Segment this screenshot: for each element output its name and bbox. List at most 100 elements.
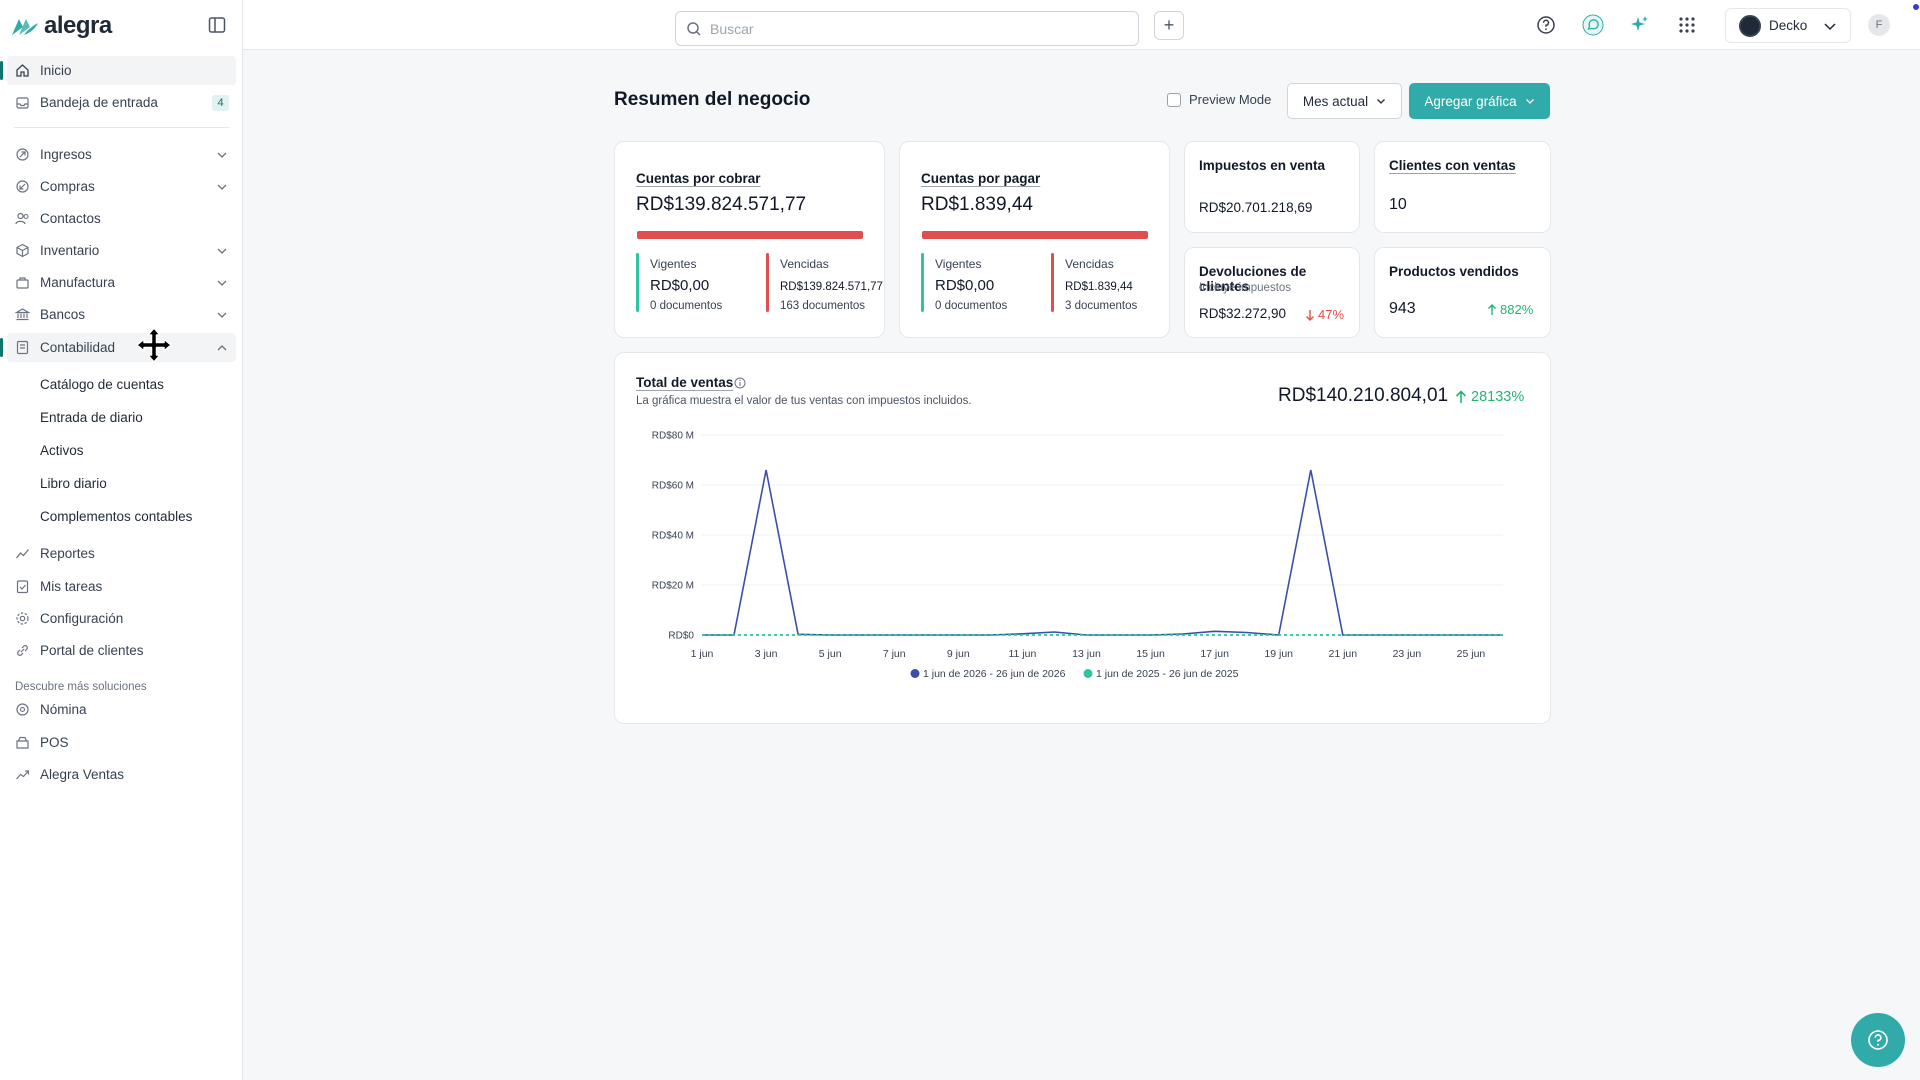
alegra-logo-icon [12,19,38,35]
customer-returns-card[interactable]: Devoluciones de clientes Incluye impuest… [1184,247,1360,338]
card-value: 10 [1389,196,1407,213]
sales-tax-card[interactable]: Impuestos en venta RD$20.701.218,69 [1184,141,1360,233]
brand-name: alegra [44,12,112,39]
submenu-item-catalogo[interactable]: Catálogo de cuentas [40,377,164,392]
card-title[interactable]: Cuentas por cobrar [636,171,761,186]
submenu-item-entrada-diario[interactable]: Entrada de diario [40,410,143,425]
y-tick-label: RD$40 M [652,531,694,542]
vigentes-label: Vigentes [650,257,697,271]
card-title: Devoluciones de clientes [1199,264,1307,294]
alegra-logo[interactable]: alegra [10,12,112,40]
submenu-item-libro-diario[interactable]: Libro diario [40,476,107,491]
add-chart-button[interactable]: Agregar gráfica [1409,83,1550,119]
overdue-progress-bar [637,231,863,239]
legend-marker [910,669,920,678]
customers-with-sales-card[interactable]: Clientes con ventas 10 [1374,141,1551,233]
reports-icon [15,549,29,559]
assistant-chat-icon[interactable] [1582,14,1604,36]
trend-value: 882% [1500,302,1534,317]
submenu-item-complementos[interactable]: Complementos contables [40,509,193,524]
info-icon[interactable] [734,377,746,389]
ai-sparkles-icon[interactable] [1629,14,1651,36]
products-sold-card[interactable]: Productos vendidos 943 882% [1374,247,1551,338]
income-icon [16,148,29,161]
help-icon[interactable] [1535,14,1557,36]
card-amount: RD$139.824.571,77 [636,194,807,215]
legend-marker [1083,669,1093,678]
preview-mode-toggle[interactable]: Preview Mode [1167,92,1271,107]
trend-value: 47% [1318,307,1345,322]
chevron-down-icon [1377,99,1386,104]
sidebar-item-pos[interactable]: POS [7,728,236,757]
apps-grid-icon[interactable] [1676,14,1698,36]
accounts-receivable-card[interactable]: Cuentas por cobrar RD$139.824.571,77 Vig… [614,141,885,338]
card-value: RD$20.701.218,69 [1199,200,1313,215]
sidebar-item-contabilidad[interactable]: Contabilidad [0,333,236,362]
sidebar-item-label: Portal de clientes [40,643,144,658]
sidebar-item-contactos[interactable]: Contactos [7,204,236,233]
chevron-down-icon[interactable] [216,277,228,289]
chevron-down-icon[interactable] [216,245,228,257]
legend-label: 1 jun de 2026 - 26 jun de 2026 [923,668,1066,680]
add-new-button[interactable]: + [1154,11,1184,40]
search-input[interactable] [710,20,1110,37]
search-box[interactable] [675,11,1139,46]
vigentes-label: Vigentes [935,257,982,271]
sidebar-item-label: Inicio [40,63,72,78]
sidebar-item-inventario[interactable]: Inventario [7,236,236,265]
accounts-payable-card[interactable]: Cuentas por pagar RD$1.839,44 Vigentes R… [899,141,1170,338]
sidebar-item-mis-tareas[interactable]: Mis tareas [7,572,236,601]
pos-icon [16,736,29,749]
sidebar-collapse-icon[interactable] [208,16,226,34]
vencidas-label: Vencidas [1065,257,1114,271]
sidebar-item-reportes[interactable]: Reportes [7,539,236,568]
tasks-icon [16,580,29,594]
vigentes-value: RD$0,00 [935,277,995,294]
sidebar-item-manufactura[interactable]: Manufactura [7,268,236,297]
chevron-down-icon[interactable] [216,181,228,193]
period-dropdown[interactable]: Mes actual [1287,83,1402,119]
inbox-count-badge: 4 [212,95,229,111]
vencidas-bar [766,253,769,312]
link-icon [17,645,28,656]
chevron-down-icon[interactable] [216,309,228,321]
sidebar-item-ingresos[interactable]: Ingresos [7,140,236,169]
sidebar-item-portal-clientes[interactable]: Portal de clientes [7,636,236,665]
sidebar-item-bancos[interactable]: Bancos [7,300,236,329]
help-chat-button[interactable] [1851,1013,1905,1067]
chevron-down-icon[interactable] [216,149,228,161]
page-title: Resumen del negocio [614,89,811,110]
inventory-icon [16,243,29,258]
inbox-icon [16,97,29,109]
add-chart-label: Agregar gráfica [1424,93,1517,109]
user-avatar[interactable]: F [1868,14,1890,36]
sidebar-item-inicio[interactable]: Inicio [0,56,236,85]
arrow-up-icon [1455,390,1467,403]
card-value: 943 [1389,300,1416,317]
sidebar-item-compras[interactable]: Compras [7,172,236,201]
chevron-up-icon[interactable] [216,342,228,354]
card-title[interactable]: Clientes con ventas [1389,158,1516,173]
sidebar-item-bandeja[interactable]: Bandeja de entrada 4 [7,88,236,117]
preview-mode-label: Preview Mode [1189,92,1272,107]
sidebar-item-label: Configuración [40,611,124,626]
sidebar-item-label: Alegra Ventas [40,767,125,782]
company-selector[interactable]: Decko [1725,8,1851,43]
sidebar-item-configuracion[interactable]: Configuración [7,604,236,633]
vigentes-bar [921,253,924,312]
sidebar-item-nomina[interactable]: Nómina [7,695,236,724]
sidebar-item-label: Contabilidad [40,340,116,355]
card-title[interactable]: Cuentas por pagar [921,171,1041,186]
x-tick-label: 23 jun [1393,648,1422,660]
sidebar-item-alegra-ventas[interactable]: Alegra Ventas [7,760,236,789]
y-tick-label: RD$0 [668,631,694,642]
bank-icon [15,308,30,321]
x-tick-label: 3 jun [755,648,778,660]
period-label: Mes actual [1302,93,1369,109]
vigentes-docs: 0 documentos [935,300,1008,312]
chart-title[interactable]: Total de ventas [636,375,734,390]
contabilidad-submenu: Catálogo de cuentas Entrada de diario Ac… [0,368,243,533]
submenu-item-activos[interactable]: Activos [40,443,84,458]
contacts-icon [15,212,29,225]
preview-mode-checkbox[interactable] [1167,92,1181,107]
